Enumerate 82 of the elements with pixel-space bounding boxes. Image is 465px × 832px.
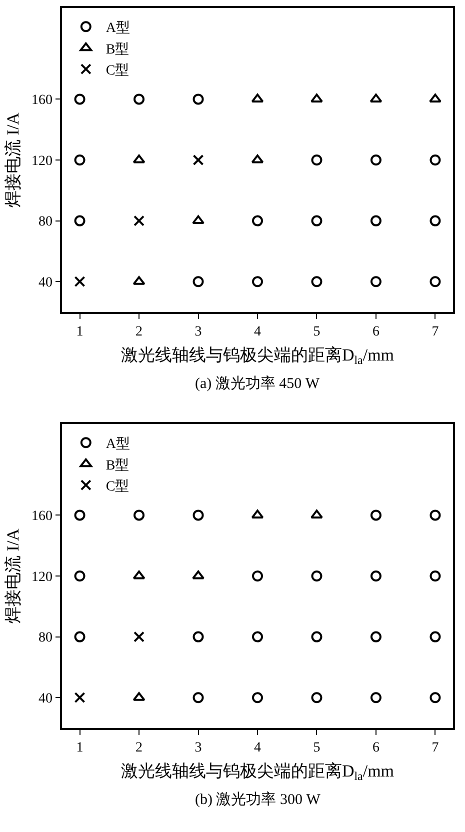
point xyxy=(134,510,145,521)
point xyxy=(430,276,441,288)
point xyxy=(429,94,442,102)
x-tick-label: 3 xyxy=(194,324,202,340)
point xyxy=(311,692,322,704)
point xyxy=(192,215,204,224)
x-tick-label: 7 xyxy=(432,324,439,340)
point xyxy=(192,570,204,580)
point xyxy=(134,215,145,226)
y-tick-label: 120 xyxy=(31,154,52,169)
y-tick-label: 80 xyxy=(38,214,52,230)
point xyxy=(252,570,263,582)
y-tick-label: 80 xyxy=(38,630,52,646)
point xyxy=(370,631,382,642)
point xyxy=(252,215,263,226)
x-tick-label: 6 xyxy=(372,324,380,340)
x-tick-label: 5 xyxy=(313,324,320,340)
legend-label: A型 xyxy=(106,20,130,36)
point xyxy=(252,631,263,642)
x-tick-label: 5 xyxy=(313,740,320,756)
point xyxy=(74,276,86,288)
x-tick-label: 2 xyxy=(136,740,143,756)
y-tick-label: 160 xyxy=(31,509,52,524)
point xyxy=(430,692,441,704)
text: (b) 激光功率 300 W xyxy=(195,791,322,808)
point xyxy=(134,94,145,105)
point xyxy=(192,154,204,166)
point xyxy=(311,570,322,582)
y-tick-label: 120 xyxy=(31,570,52,585)
point xyxy=(311,276,322,288)
point xyxy=(370,692,382,704)
x-tick-label: 1 xyxy=(76,324,84,340)
point xyxy=(192,94,204,105)
y-axis-title: 焊接电流 I/A xyxy=(4,528,22,624)
point xyxy=(252,276,263,288)
point xyxy=(74,510,86,521)
point xyxy=(370,154,382,166)
point xyxy=(370,276,382,288)
point xyxy=(430,215,441,226)
point xyxy=(310,94,323,102)
point xyxy=(192,692,204,704)
point xyxy=(311,154,322,166)
y-axis-title: 焊接电流 I/A xyxy=(4,112,22,208)
point xyxy=(430,510,441,521)
point xyxy=(430,631,441,642)
point xyxy=(74,94,86,105)
legend-label: C型 xyxy=(106,62,130,78)
x-axis-title: 激光线轴线与钨极尖端的距离D$_{la}$/mm xyxy=(120,345,394,368)
point xyxy=(370,510,382,521)
x-axis-title: 激光线轴线与钨极尖端的距离D$_{la}$/mm xyxy=(120,761,394,784)
point xyxy=(370,215,382,226)
x-tick-label: 6 xyxy=(372,740,380,756)
point xyxy=(74,215,86,226)
y-tick-label: 160 xyxy=(31,93,52,108)
x-tick-label: 7 xyxy=(432,740,439,756)
legend-label: B型 xyxy=(106,457,130,474)
point xyxy=(192,276,204,288)
text: (a) 激光功率 450 W xyxy=(195,375,320,392)
point xyxy=(192,631,204,642)
point xyxy=(311,631,322,642)
legend-label: B型 xyxy=(106,41,130,58)
point xyxy=(370,570,382,582)
x-tick-label: 4 xyxy=(254,324,261,340)
x-tick-label: 3 xyxy=(194,740,202,756)
point xyxy=(74,154,86,166)
point xyxy=(74,692,86,704)
y-tick-label: 40 xyxy=(38,276,52,290)
x-tick-label: 2 xyxy=(136,324,143,340)
point xyxy=(192,510,204,521)
x-tick-label: 4 xyxy=(254,740,261,756)
point xyxy=(430,570,441,582)
point xyxy=(74,570,86,582)
y-tick-label: 40 xyxy=(38,692,52,706)
legend-label: A型 xyxy=(106,436,130,452)
point xyxy=(134,631,145,642)
point xyxy=(310,510,323,518)
point xyxy=(74,631,86,642)
point xyxy=(252,692,263,704)
legend-label: C型 xyxy=(106,478,130,494)
x-tick-label: 1 xyxy=(76,740,84,756)
point xyxy=(430,154,441,166)
point xyxy=(311,215,322,226)
